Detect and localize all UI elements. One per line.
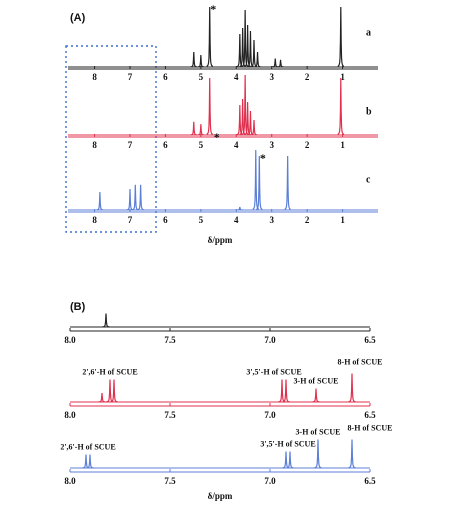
peak [282, 379, 290, 403]
annotation: 8-H of SCUE [338, 357, 383, 366]
x-tick-label: 7.0 [264, 335, 276, 345]
x-tick-label: 6 [163, 140, 168, 150]
highlight-box [65, 45, 157, 233]
x-tick-label: 7.5 [164, 476, 176, 486]
x-tick-label: 8 [92, 215, 97, 225]
x-tick-label: 6.5 [364, 476, 376, 486]
x-tick-label: 3 [269, 215, 274, 225]
x-tick-label: 7.0 [264, 476, 276, 486]
annotation: 3-H of SCUE [296, 427, 341, 436]
annotation: * [210, 2, 216, 16]
x-tick-label: 2 [305, 140, 310, 150]
x-tick-label: 2 [305, 72, 310, 82]
peak [337, 77, 345, 135]
x-tick-label: 1 [340, 72, 345, 82]
peak [277, 59, 284, 68]
peak [241, 74, 249, 135]
panel-label: (B) [70, 301, 86, 313]
series-label: b [366, 106, 372, 117]
x-tick-label: 6.5 [364, 335, 376, 345]
peak [244, 24, 251, 68]
x-tick-label: 1 [340, 140, 345, 150]
x-tick-label: 7 [128, 215, 133, 225]
peak [236, 104, 244, 136]
peak [272, 58, 279, 68]
peak [282, 451, 290, 469]
peak [206, 77, 214, 135]
peak [314, 439, 322, 469]
x-tick-label: 5 [199, 72, 204, 82]
x-tick-label: 8.0 [64, 476, 76, 486]
x-tick-label: 8 [92, 140, 97, 150]
x-tick-label: 5 [199, 215, 204, 225]
annotation: 8-H of SCUE [348, 423, 393, 432]
peak [278, 379, 286, 403]
peak [236, 206, 243, 211]
x-tick-label: 7 [128, 140, 133, 150]
peak [106, 379, 114, 403]
peak [206, 6, 214, 67]
x-tick-label: 8.0 [64, 410, 76, 420]
x-tick-label: 7.5 [164, 335, 176, 345]
peak [236, 33, 244, 68]
annotation: 2',6'-H of SCUE [82, 367, 137, 376]
peak [98, 392, 106, 403]
x-tick-label: 3 [269, 140, 274, 150]
peak [254, 51, 261, 68]
x-tick-label: 1 [340, 215, 345, 225]
x-tick-label: 6.5 [364, 410, 376, 420]
peak [284, 155, 291, 210]
peak [348, 439, 356, 469]
peak [197, 54, 204, 68]
x-tick-label: 7 [128, 72, 133, 82]
annotation: * [260, 151, 266, 165]
series-label: a [366, 27, 371, 38]
peak [286, 451, 294, 469]
annotation: 3-H of SCUE [294, 376, 339, 385]
peak [252, 149, 260, 210]
peak [110, 379, 118, 403]
x-tick-label: 6 [163, 72, 168, 82]
x-axis-label: δ/ppm [208, 491, 233, 501]
peak [250, 119, 258, 136]
x-axis-label: δ/ppm [208, 235, 233, 245]
x-tick-label: 8 [92, 72, 97, 82]
x-tick-label: 5 [199, 140, 204, 150]
x-tick-label: 2 [305, 215, 310, 225]
peak [244, 101, 251, 136]
peak [190, 51, 197, 68]
panel-label: (A) [70, 12, 86, 24]
peak [190, 121, 197, 136]
x-tick-label: 3 [269, 72, 274, 82]
peak [312, 388, 320, 403]
x-tick-label: 7.0 [264, 410, 276, 420]
peak [337, 6, 345, 67]
peak [86, 454, 94, 469]
peak [132, 184, 139, 211]
peak [102, 313, 110, 328]
peak [82, 454, 90, 469]
annotation: * [214, 130, 220, 144]
annotation: 3',5'-H of SCUE [246, 367, 301, 376]
annotation: 2',6'-H of SCUE [60, 442, 115, 451]
x-tick-label: 8.0 [64, 335, 76, 345]
peak [256, 155, 263, 210]
series-label: c [366, 174, 371, 185]
annotation: 3',5'-H of SCUE [260, 439, 315, 448]
peak [96, 191, 104, 211]
x-tick-label: 6 [163, 215, 168, 225]
peak [137, 184, 144, 211]
x-tick-label: 4 [234, 140, 239, 150]
peak [241, 9, 249, 67]
x-tick-label: 4 [234, 72, 239, 82]
peak [197, 124, 204, 136]
peak [126, 188, 134, 211]
peak [348, 373, 356, 403]
x-tick-label: 7.5 [164, 410, 176, 420]
x-tick-label: 4 [234, 215, 239, 225]
